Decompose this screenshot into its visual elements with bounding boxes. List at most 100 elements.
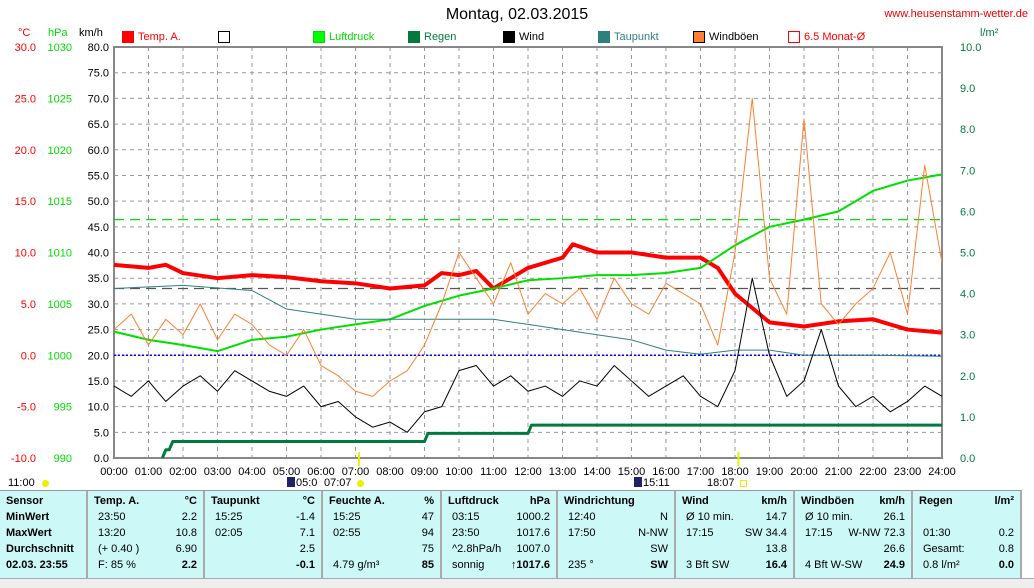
wind-tick-label: 0.0 <box>94 453 109 465</box>
wind-tick-label: 25.0 <box>88 325 109 337</box>
table-cell: 03:15 <box>452 511 480 523</box>
wind-tick-label: 80.0 <box>88 42 109 54</box>
table-column-windrichtung: Windrichtung 12:40 N 17:50 N-NW SW 235 ° SW <box>558 491 676 579</box>
sunset-icon <box>740 480 747 487</box>
table-cell: ^2.8hPa/h <box>452 543 502 555</box>
status-bar <box>0 578 1034 588</box>
column-header: Luftdruck <box>448 495 499 507</box>
rain-tick-label: 9.0 <box>960 83 975 95</box>
rain-tick-label: 0.0 <box>960 453 975 465</box>
x-tick-label: 17:00 <box>687 466 715 478</box>
table-column-taupunkt: Taupunkt °C 15:25 -1.4 02:05 7.1 2.5 -0.1 <box>205 491 323 579</box>
legend-label: Luftdruck <box>329 31 375 43</box>
rain-tick-label: 6.0 <box>960 206 975 218</box>
table-cell: -0.1 <box>296 559 315 571</box>
column-header: Feuchte A. <box>329 495 385 507</box>
legend-swatch <box>408 31 420 43</box>
series-regen <box>160 423 942 459</box>
column-header: km/h <box>761 495 787 507</box>
pressure-tick-label: 1030 <box>48 42 72 54</box>
table-cell: 02.03. 23:55 <box>6 559 68 571</box>
moonrise-time: 05:0 <box>296 477 318 489</box>
table-cell: 24.9 <box>883 559 905 571</box>
pressure-tick-label: 990 <box>54 453 72 465</box>
table-cell: 0.0 <box>998 559 1014 571</box>
table-cell: ↑1017.6 <box>510 559 550 571</box>
pressure-tick-label: 1015 <box>48 196 72 208</box>
temp-tick-label: 30.0 <box>15 42 36 54</box>
website-link[interactable]: www.heusenstamm-wetter.de <box>884 8 1028 20</box>
table-cell: sonnig <box>452 559 485 571</box>
legend-item <box>218 31 234 43</box>
moonrise-icon <box>287 477 295 487</box>
table-column-regen: Regen l/m² 01:30 0.2 Gesamt: 0.8 0.8 l/m² 0.0 <box>913 491 1022 579</box>
temp-unit: °C <box>18 27 31 39</box>
legend-label: Regen <box>424 31 457 43</box>
table-cell: 85 <box>421 559 434 571</box>
table-cell: N-NW <box>638 527 668 539</box>
x-tick-label: 15:00 <box>618 466 646 478</box>
table-column-luftdruck: Luftdruck hPa 03:15 1000.2 23:50 1017.6 ^2.8hP… <box>442 491 558 579</box>
column-header: Sensor <box>6 495 44 507</box>
table-cell: 0.8 <box>998 543 1014 555</box>
temp-tick-label: 25.0 <box>15 93 36 105</box>
table-cell: 17:50 <box>568 527 596 539</box>
sunrise-icon <box>357 480 364 487</box>
table-cell: -1.4 <box>296 511 315 523</box>
table-cell: 26.6 <box>883 543 905 555</box>
column-header: °C <box>302 495 315 507</box>
wind-tick-label: 45.0 <box>88 222 109 234</box>
table-cell: 14.7 <box>765 511 787 523</box>
legend-swatch <box>598 31 610 43</box>
table-cell: 15:25 <box>333 511 361 523</box>
sun-icon <box>42 480 49 487</box>
column-header: hPa <box>529 495 550 507</box>
wind-tick-label: 55.0 <box>88 170 109 182</box>
table-cell: MinWert <box>6 511 50 523</box>
column-header: Wind <box>682 495 709 507</box>
table-cell: 16.4 <box>765 559 787 571</box>
chart-svg: 30.0 25.0 20.0 15.0 10.0 5.0 0.0 -5.0 -10.0 1030 1… <box>11 42 982 478</box>
table-cell: SW 34.4 <box>744 527 787 539</box>
temp-tick-label: 0.0 <box>21 350 36 362</box>
legend-swatch <box>503 31 515 43</box>
temp-tick-label: -5.0 <box>17 402 36 414</box>
rain-tick-label: 10.0 <box>960 42 981 54</box>
table-cell: 235 ° <box>568 559 594 571</box>
column-header: °C <box>184 495 197 507</box>
x-tick-label: 09:00 <box>411 466 439 478</box>
rain-tick-label: 7.0 <box>960 165 975 177</box>
table-cell: 23:50 <box>98 511 126 523</box>
table-cell: Durchschnitt <box>6 543 74 555</box>
pressure-unit: hPa <box>48 27 68 39</box>
table-cell: 02:05 <box>215 527 243 539</box>
rain-tick-label: 3.0 <box>960 330 975 342</box>
x-tick-label: 18:00 <box>721 466 749 478</box>
table-cell: 1000.2 <box>516 511 550 523</box>
wind-tick-label: 70.0 <box>88 93 109 105</box>
x-tick-label: 06:00 <box>307 466 335 478</box>
temp-tick-label: 20.0 <box>15 145 36 157</box>
plot-frame <box>113 46 943 459</box>
pressure-tick-label: 1025 <box>48 93 72 105</box>
series-taupunkt <box>113 284 943 357</box>
wind-tick-label: 30.0 <box>88 299 109 311</box>
wind-tick-label: 60.0 <box>88 145 109 157</box>
x-tick-label: 08:00 <box>376 466 404 478</box>
x-tick-label: 10:00 <box>445 466 473 478</box>
table-cell: 15:25 <box>215 511 243 523</box>
table-cell: 0.2 <box>998 527 1014 539</box>
table-cell: 4.79 g/m³ <box>333 559 380 571</box>
table-column-temp: Temp. A. °C 23:50 2.2 13:20 10.8 (+ 0.40 ) 6.90… <box>88 491 205 579</box>
table-cell: 6.90 <box>175 543 197 555</box>
table-cell: SW <box>650 559 668 571</box>
wind-tick-label: 40.0 <box>88 248 109 260</box>
table-cell: Gesamt: <box>923 543 965 555</box>
pressure-tick-label: 1010 <box>48 248 72 260</box>
table-cell: 94 <box>421 527 434 539</box>
column-header: % <box>424 495 434 507</box>
table-cell: Ø 10 min. <box>805 511 853 523</box>
series-temp-a- <box>113 242 943 335</box>
column-header: Temp. A. <box>94 495 140 507</box>
table-cell: W-NW 72.3 <box>848 527 905 539</box>
